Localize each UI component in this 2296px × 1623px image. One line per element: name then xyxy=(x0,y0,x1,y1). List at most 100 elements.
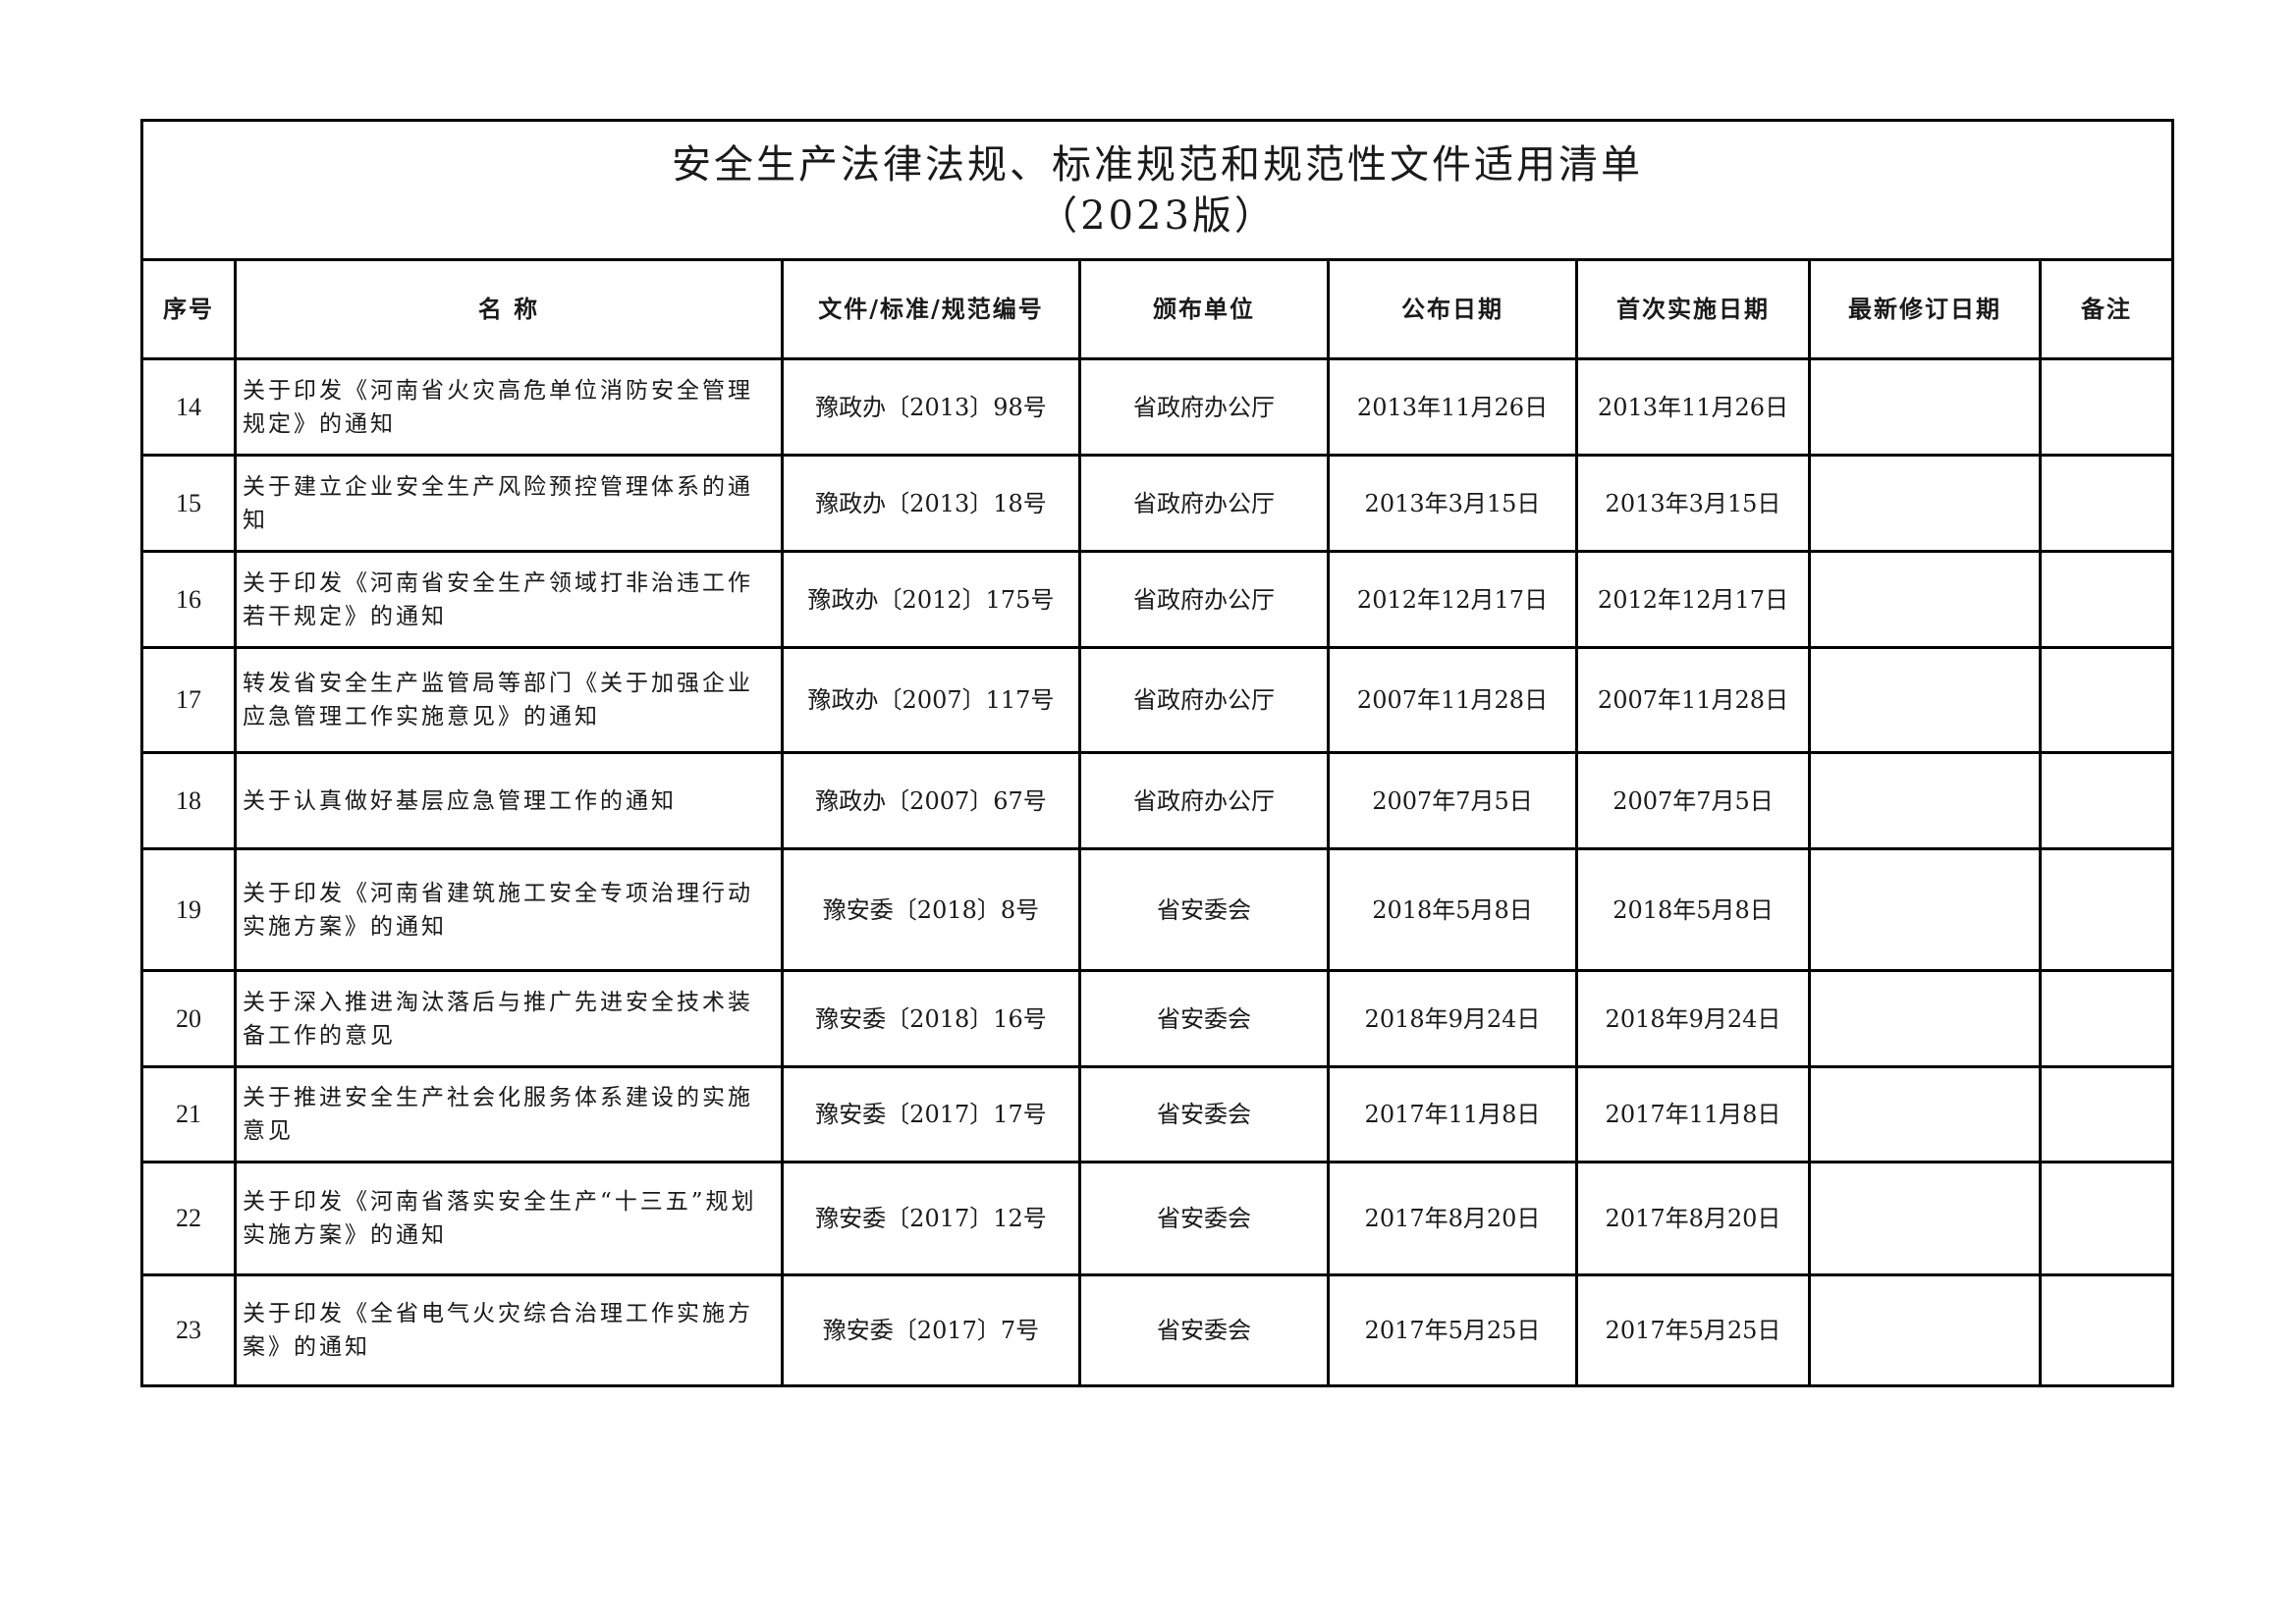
cell-issuer: 省安委会 xyxy=(1078,969,1330,1068)
header-no: 序号 xyxy=(140,258,237,360)
cell-no: 21 xyxy=(140,1065,237,1163)
cell-revised xyxy=(1808,847,2042,972)
cell-note xyxy=(2039,357,2174,457)
cell-revised xyxy=(1808,357,2042,457)
cell-name: 关于建立企业安全生产风险预控管理体系的通知 xyxy=(234,454,784,553)
header-code: 文件/标准/规范编号 xyxy=(781,258,1081,360)
cell-note xyxy=(2039,1273,2174,1387)
table-row: 14 关于印发《河南省火灾高危单位消防安全管理规定》的通知 豫政办〔2013〕98号… xyxy=(140,357,2174,457)
table-row: 23 关于印发《全省电气火灾综合治理工作实施方案》的通知 豫安委〔2017〕7号 省安… xyxy=(140,1273,2174,1387)
cell-revised xyxy=(1808,969,2042,1068)
cell-effective: 2013年11月26日 xyxy=(1575,357,1811,457)
cell-note xyxy=(2039,1065,2174,1163)
cell-note xyxy=(2039,1161,2174,1276)
table-row: 22 关于印发《河南省落实安全生产“十三五”规划实施方案》的通知 豫安委〔2017〕… xyxy=(140,1161,2174,1276)
title-line-2: （2023版） xyxy=(1038,192,1277,239)
table-row: 19 关于印发《河南省建筑施工安全专项治理行动实施方案》的通知 豫安委〔2018〕8… xyxy=(140,847,2174,972)
cell-effective: 2007年11月28日 xyxy=(1575,646,1811,754)
table-row: 15 关于建立企业安全生产风险预控管理体系的通知 豫政办〔2013〕18号 省政府办公… xyxy=(140,454,2174,553)
header-name: 名 称 xyxy=(234,258,784,360)
cell-effective: 2013年3月15日 xyxy=(1575,454,1811,553)
cell-revised xyxy=(1808,751,2042,850)
cell-revised xyxy=(1808,454,2042,553)
header-effective: 首次实施日期 xyxy=(1575,258,1811,360)
title-row: 安全生产法律法规、标准规范和规范性文件适用清单 （2023版） xyxy=(140,119,2174,261)
header-note: 备注 xyxy=(2039,258,2174,360)
cell-effective: 2017年11月8日 xyxy=(1575,1065,1811,1163)
cell-issuer: 省政府办公厅 xyxy=(1078,550,1330,649)
document-title: 安全生产法律法规、标准规范和规范性文件适用清单 （2023版） xyxy=(140,119,2174,261)
title-line-1: 安全生产法律法规、标准规范和规范性文件适用清单 xyxy=(672,141,1643,188)
cell-code: 豫安委〔2017〕17号 xyxy=(781,1065,1081,1163)
cell-note xyxy=(2039,969,2174,1068)
header-published: 公布日期 xyxy=(1327,258,1578,360)
cell-code: 豫安委〔2017〕7号 xyxy=(781,1273,1081,1387)
cell-published: 2017年5月25日 xyxy=(1327,1273,1578,1387)
cell-code: 豫政办〔2012〕175号 xyxy=(781,550,1081,649)
cell-no: 14 xyxy=(140,357,237,457)
cell-name: 关于认真做好基层应急管理工作的通知 xyxy=(234,751,784,850)
cell-no: 22 xyxy=(140,1161,237,1276)
cell-name: 关于印发《河南省安全生产领域打非治违工作若干规定》的通知 xyxy=(234,550,784,649)
cell-revised xyxy=(1808,1273,2042,1387)
header-row: 序号 名 称 文件/标准/规范编号 颁布单位 公布日期 首次实施日期 最新修订日… xyxy=(140,258,2174,360)
cell-revised xyxy=(1808,1065,2042,1163)
cell-issuer: 省安委会 xyxy=(1078,847,1330,972)
cell-name: 关于印发《全省电气火灾综合治理工作实施方案》的通知 xyxy=(234,1273,784,1387)
cell-no: 18 xyxy=(140,751,237,850)
cell-no: 23 xyxy=(140,1273,237,1387)
cell-published: 2013年11月26日 xyxy=(1327,357,1578,457)
cell-issuer: 省政府办公厅 xyxy=(1078,357,1330,457)
cell-note xyxy=(2039,454,2174,553)
cell-revised xyxy=(1808,646,2042,754)
cell-revised xyxy=(1808,1161,2042,1276)
cell-name: 关于印发《河南省落实安全生产“十三五”规划实施方案》的通知 xyxy=(234,1161,784,1276)
cell-issuer: 省安委会 xyxy=(1078,1065,1330,1163)
cell-name: 关于印发《河南省火灾高危单位消防安全管理规定》的通知 xyxy=(234,357,784,457)
cell-published: 2017年8月20日 xyxy=(1327,1161,1578,1276)
regulations-table: 安全生产法律法规、标准规范和规范性文件适用清单 （2023版） 序号 名 称 文… xyxy=(140,119,2174,1387)
cell-issuer: 省安委会 xyxy=(1078,1273,1330,1387)
cell-code: 豫安委〔2018〕8号 xyxy=(781,847,1081,972)
cell-issuer: 省政府办公厅 xyxy=(1078,454,1330,553)
cell-issuer: 省政府办公厅 xyxy=(1078,751,1330,850)
cell-code: 豫政办〔2013〕18号 xyxy=(781,454,1081,553)
cell-no: 19 xyxy=(140,847,237,972)
cell-name: 关于深入推进淘汰落后与推广先进安全技术装备工作的意见 xyxy=(234,969,784,1068)
cell-effective: 2017年8月20日 xyxy=(1575,1161,1811,1276)
cell-note xyxy=(2039,847,2174,972)
cell-code: 豫安委〔2017〕12号 xyxy=(781,1161,1081,1276)
table-row: 17 转发省安全生产监管局等部门《关于加强企业应急管理工作实施意见》的通知 豫政办〔… xyxy=(140,646,2174,754)
cell-effective: 2012年12月17日 xyxy=(1575,550,1811,649)
cell-note xyxy=(2039,646,2174,754)
header-revised: 最新修订日期 xyxy=(1808,258,2042,360)
cell-note xyxy=(2039,751,2174,850)
cell-no: 16 xyxy=(140,550,237,649)
cell-effective: 2018年5月8日 xyxy=(1575,847,1811,972)
cell-issuer: 省安委会 xyxy=(1078,1161,1330,1276)
cell-issuer: 省政府办公厅 xyxy=(1078,646,1330,754)
cell-no: 15 xyxy=(140,454,237,553)
cell-effective: 2007年7月5日 xyxy=(1575,751,1811,850)
cell-revised xyxy=(1808,550,2042,649)
cell-note xyxy=(2039,550,2174,649)
table-row: 20 关于深入推进淘汰落后与推广先进安全技术装备工作的意见 豫安委〔2018〕16号… xyxy=(140,969,2174,1068)
cell-code: 豫政办〔2007〕67号 xyxy=(781,751,1081,850)
cell-effective: 2018年9月24日 xyxy=(1575,969,1811,1068)
cell-no: 17 xyxy=(140,646,237,754)
cell-code: 豫政办〔2013〕98号 xyxy=(781,357,1081,457)
table-row: 18 关于认真做好基层应急管理工作的通知 豫政办〔2007〕67号 省政府办公厅 200… xyxy=(140,751,2174,850)
cell-effective: 2017年5月25日 xyxy=(1575,1273,1811,1387)
cell-published: 2018年9月24日 xyxy=(1327,969,1578,1068)
cell-name: 转发省安全生产监管局等部门《关于加强企业应急管理工作实施意见》的通知 xyxy=(234,646,784,754)
table-row: 21 关于推进安全生产社会化服务体系建设的实施意见 豫安委〔2017〕17号 省安委会… xyxy=(140,1065,2174,1163)
cell-name: 关于推进安全生产社会化服务体系建设的实施意见 xyxy=(234,1065,784,1163)
cell-published: 2013年3月15日 xyxy=(1327,454,1578,553)
cell-published: 2012年12月17日 xyxy=(1327,550,1578,649)
cell-published: 2018年5月8日 xyxy=(1327,847,1578,972)
cell-code: 豫政办〔2007〕117号 xyxy=(781,646,1081,754)
table-row: 16 关于印发《河南省安全生产领域打非治违工作若干规定》的通知 豫政办〔2012〕1… xyxy=(140,550,2174,649)
cell-published: 2007年7月5日 xyxy=(1327,751,1578,850)
cell-no: 20 xyxy=(140,969,237,1068)
cell-published: 2007年11月28日 xyxy=(1327,646,1578,754)
